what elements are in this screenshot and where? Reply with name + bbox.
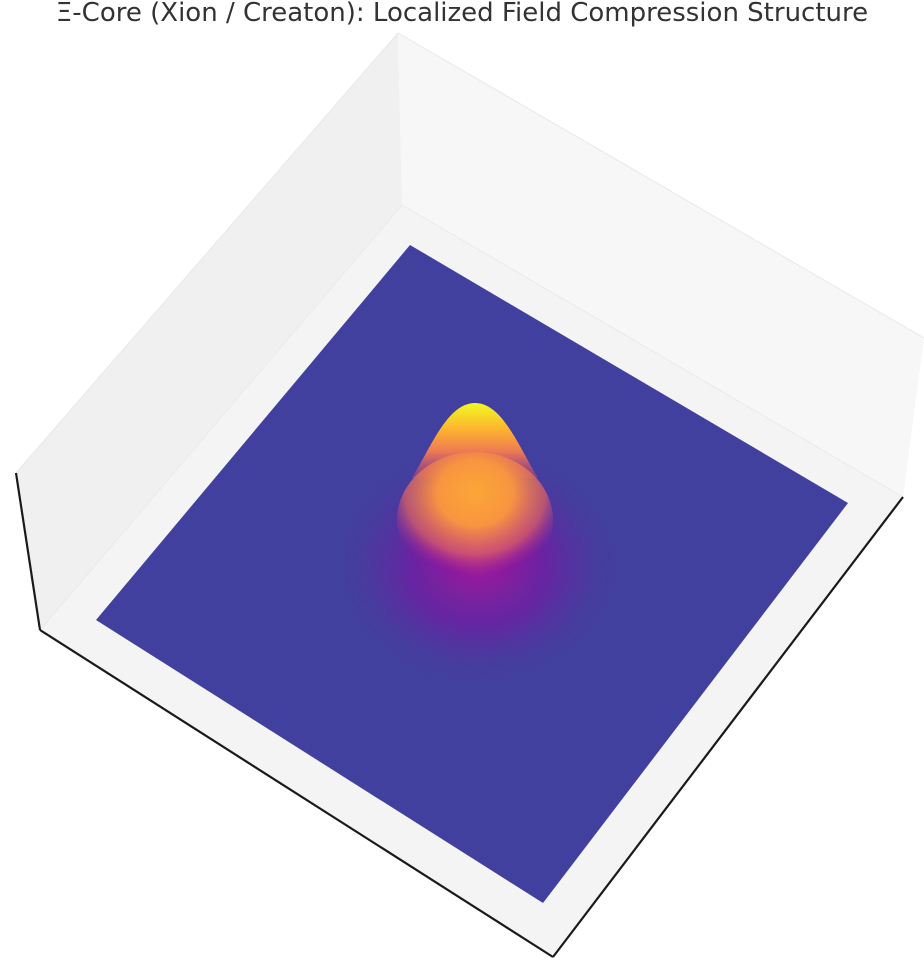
surface-mesh-line [475,464,783,861]
surface-mesh-line [140,270,454,649]
surface-mesh-line [155,279,469,658]
pane-edge [39,204,904,631]
surface-mesh-line [498,477,805,875]
surface-mesh-line [192,300,506,682]
surface-cap [397,452,553,588]
surface-mesh-line [147,274,462,654]
surface-mesh-line [453,451,761,847]
surface-mesh-line [103,249,418,625]
surface-mesh-line [468,459,776,856]
surface-mesh-line [445,446,754,842]
surface-mesh-line [170,287,484,668]
surface-mesh-line [162,283,476,663]
pane-back [16,33,402,630]
surface-mesh-line [185,296,498,677]
surface-mesh-line [483,468,790,866]
y-axis-line [552,496,904,958]
surface-mesh-line [125,262,440,640]
x-axis-line [39,629,554,958]
surface-mesh-line [505,481,812,880]
surface-mesh-line [118,257,433,635]
surface-mesh-line [133,266,447,644]
z-axis-line [14,472,42,631]
surface-mesh-line [460,455,768,852]
surface-mesh-line [520,489,827,890]
surface-mesh-line [527,494,834,894]
surface-mesh-line [535,498,841,899]
pane-edge [15,32,924,474]
chart-title: Ξ-Core (Xion / Creaton): Localized Field… [55,0,869,28]
surface-mesh-line [513,485,819,885]
pane-side [398,33,924,497]
surface-mesh-line [177,292,491,673]
surface-mesh-line [490,472,798,871]
surface-mesh-line [110,253,425,630]
